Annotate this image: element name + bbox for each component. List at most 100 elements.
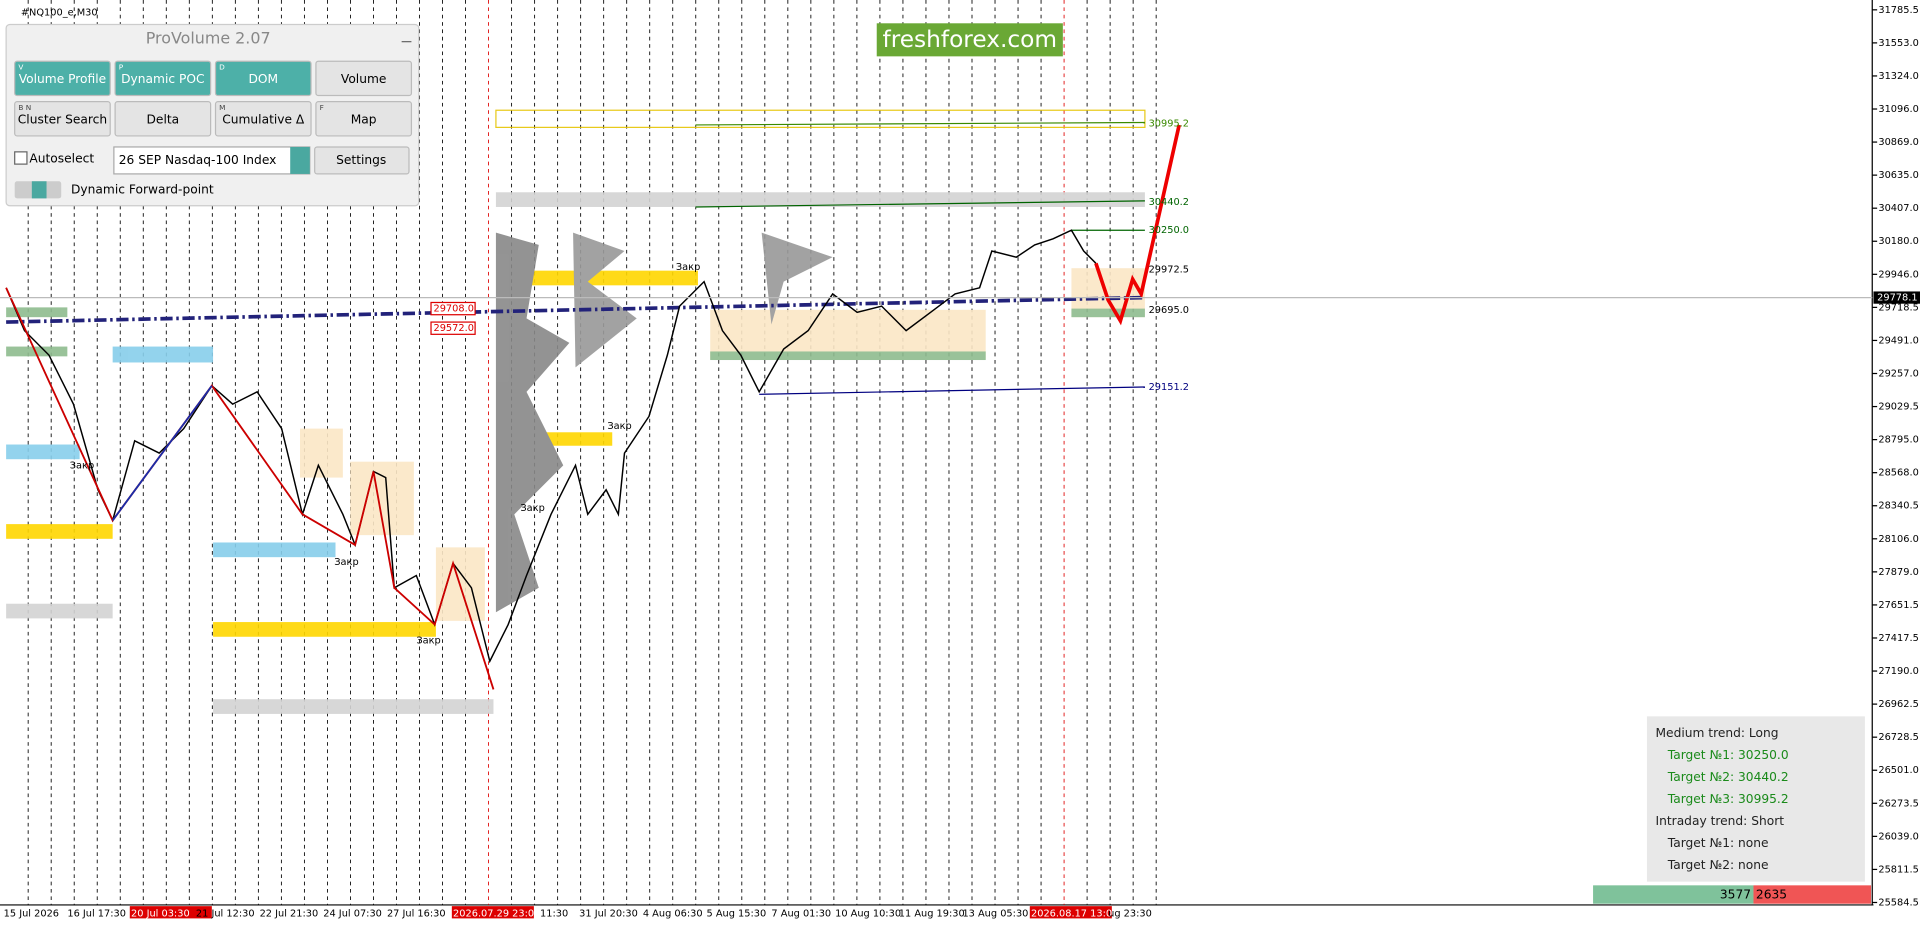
current-price: 29778.1 [1877,293,1917,304]
panel-button[interactable] [214,60,312,97]
sell-bar [1753,885,1872,904]
button-label: DOM [248,72,278,86]
price-label: 30635.0 [1878,170,1918,181]
button-key: P [119,62,124,71]
time-label: 20 Jul 03:30 [131,909,190,920]
price-label: 29257.0 [1878,369,1918,380]
time-label: 22 Jul 21:30 [260,909,319,920]
forecast [1094,124,1181,326]
current-price-box [1873,291,1920,304]
price-label: 27879.0 [1878,567,1918,578]
poc-line [6,295,1145,324]
trend-line: Target №3: 30995.2 [1667,792,1789,806]
trend-line: Medium trend: Long [1656,726,1779,740]
price-label: 31785.5 [1878,5,1918,16]
price-label: 31553.0 [1878,38,1918,49]
time-label: 10 Aug 10:30 [835,909,901,920]
price-label: 29029.5 [1878,402,1918,413]
time-label: 11 Aug 19:30 [899,909,965,920]
close-label: Закр [676,262,700,273]
button-label: Delta [147,113,180,127]
poc-label: 29708.0 [433,304,473,315]
level-label: 29972.5 [1149,264,1189,275]
time-label: 2026.08.17 13:00 [1031,909,1118,920]
price-label: 30869.0 [1878,137,1918,148]
button-key: F [320,103,324,112]
settings-button[interactable] [314,146,410,175]
time-highlight [451,906,534,919]
watermark-box [876,23,1063,57]
close-label: Закр [416,635,440,646]
button-key: M [219,103,225,112]
panel-title: ProVolume 2.07 [146,29,271,48]
autoselect[interactable]: Autoselect [29,152,94,166]
panel-button[interactable] [114,60,212,97]
buy-bar [1593,885,1754,904]
time-label: 5 Aug 15:30 [707,909,767,920]
time-label: 11:30 [540,909,568,920]
price-label: 25811.5 [1878,864,1918,875]
trend-line: Intraday trend: Short [1656,814,1785,828]
time-label: ug 23:30 [1108,909,1152,920]
time-highlight [129,906,212,919]
price-label: 26501.0 [1878,765,1918,776]
panel-button[interactable] [14,60,111,97]
button-label: Dynamic POC [121,72,204,86]
price-label: 31324.0 [1878,71,1918,82]
price-label: 26039.0 [1878,831,1918,842]
price-label: 28340.5 [1878,501,1918,512]
time-label: 24 Jul 07:30 [323,909,382,920]
panel-button[interactable] [315,101,413,137]
price-label: 27651.5 [1878,600,1918,611]
price-label: 27190.0 [1878,666,1918,677]
time-label: 2026.07.29 23:00 [453,909,540,920]
poc-label: 29572.0 [433,323,473,334]
panel-button[interactable] [214,101,312,137]
time-label: 21 Jul 12:30 [196,909,255,920]
price-label: 28106.0 [1878,534,1918,545]
close-label: Закр [607,421,631,432]
instrument: 26 SEP Nasdaq-100 Index [119,153,277,167]
panel-button[interactable] [114,101,212,137]
poc-box [430,301,476,316]
time-label: 15 Jul 2026 [4,909,59,920]
panel-button[interactable] [315,60,413,97]
trend-line: Target №1: none [1667,836,1769,850]
zones [6,109,1146,714]
zigzag-blue [111,385,213,521]
level-label: 30995.2 [1149,119,1189,130]
close-label: Закр [520,503,544,514]
dropdown[interactable] [113,146,311,175]
level-label: 30250.0 [1149,225,1189,236]
price-label: 26728.5 [1878,732,1918,743]
price-label: 25584.5 [1878,897,1918,908]
price-label: 30407.0 [1878,203,1918,214]
checkbox[interactable] [14,151,28,165]
button-label: Volume Profile [19,72,106,86]
button-label: Cumulative Δ [222,113,305,127]
time-label: 7 Aug 01:30 [771,909,831,920]
forward-point: Dynamic Forward-point [71,182,214,196]
time-label: 13 Aug 05:30 [962,909,1028,920]
price-label: 31096.0 [1878,104,1918,115]
time-label: 16 Jul 17:30 [67,909,126,920]
levels-lines [695,121,1145,395]
level-label: 30440.2 [1149,197,1189,208]
button-key: V [18,62,23,71]
price-label: 29718.5 [1878,302,1918,313]
trend-line: Target №1: 30250.0 [1667,748,1789,762]
button-key: B N [18,103,31,112]
button-key: D [219,62,225,71]
time-label: 27 Jul 16:30 [387,909,446,920]
price-label: 29491.0 [1878,335,1918,346]
button-label: Map [351,113,377,127]
price-label: 28568.0 [1878,468,1918,479]
panel-button[interactable] [14,101,111,137]
price-line [5,229,1097,664]
time-label: 4 Aug 06:30 [643,909,703,920]
settings-label: Settings [336,153,386,167]
price-label: 29946.0 [1878,269,1918,280]
close-label: Закр [334,557,358,568]
sell-volume: 2635 [1756,888,1787,902]
